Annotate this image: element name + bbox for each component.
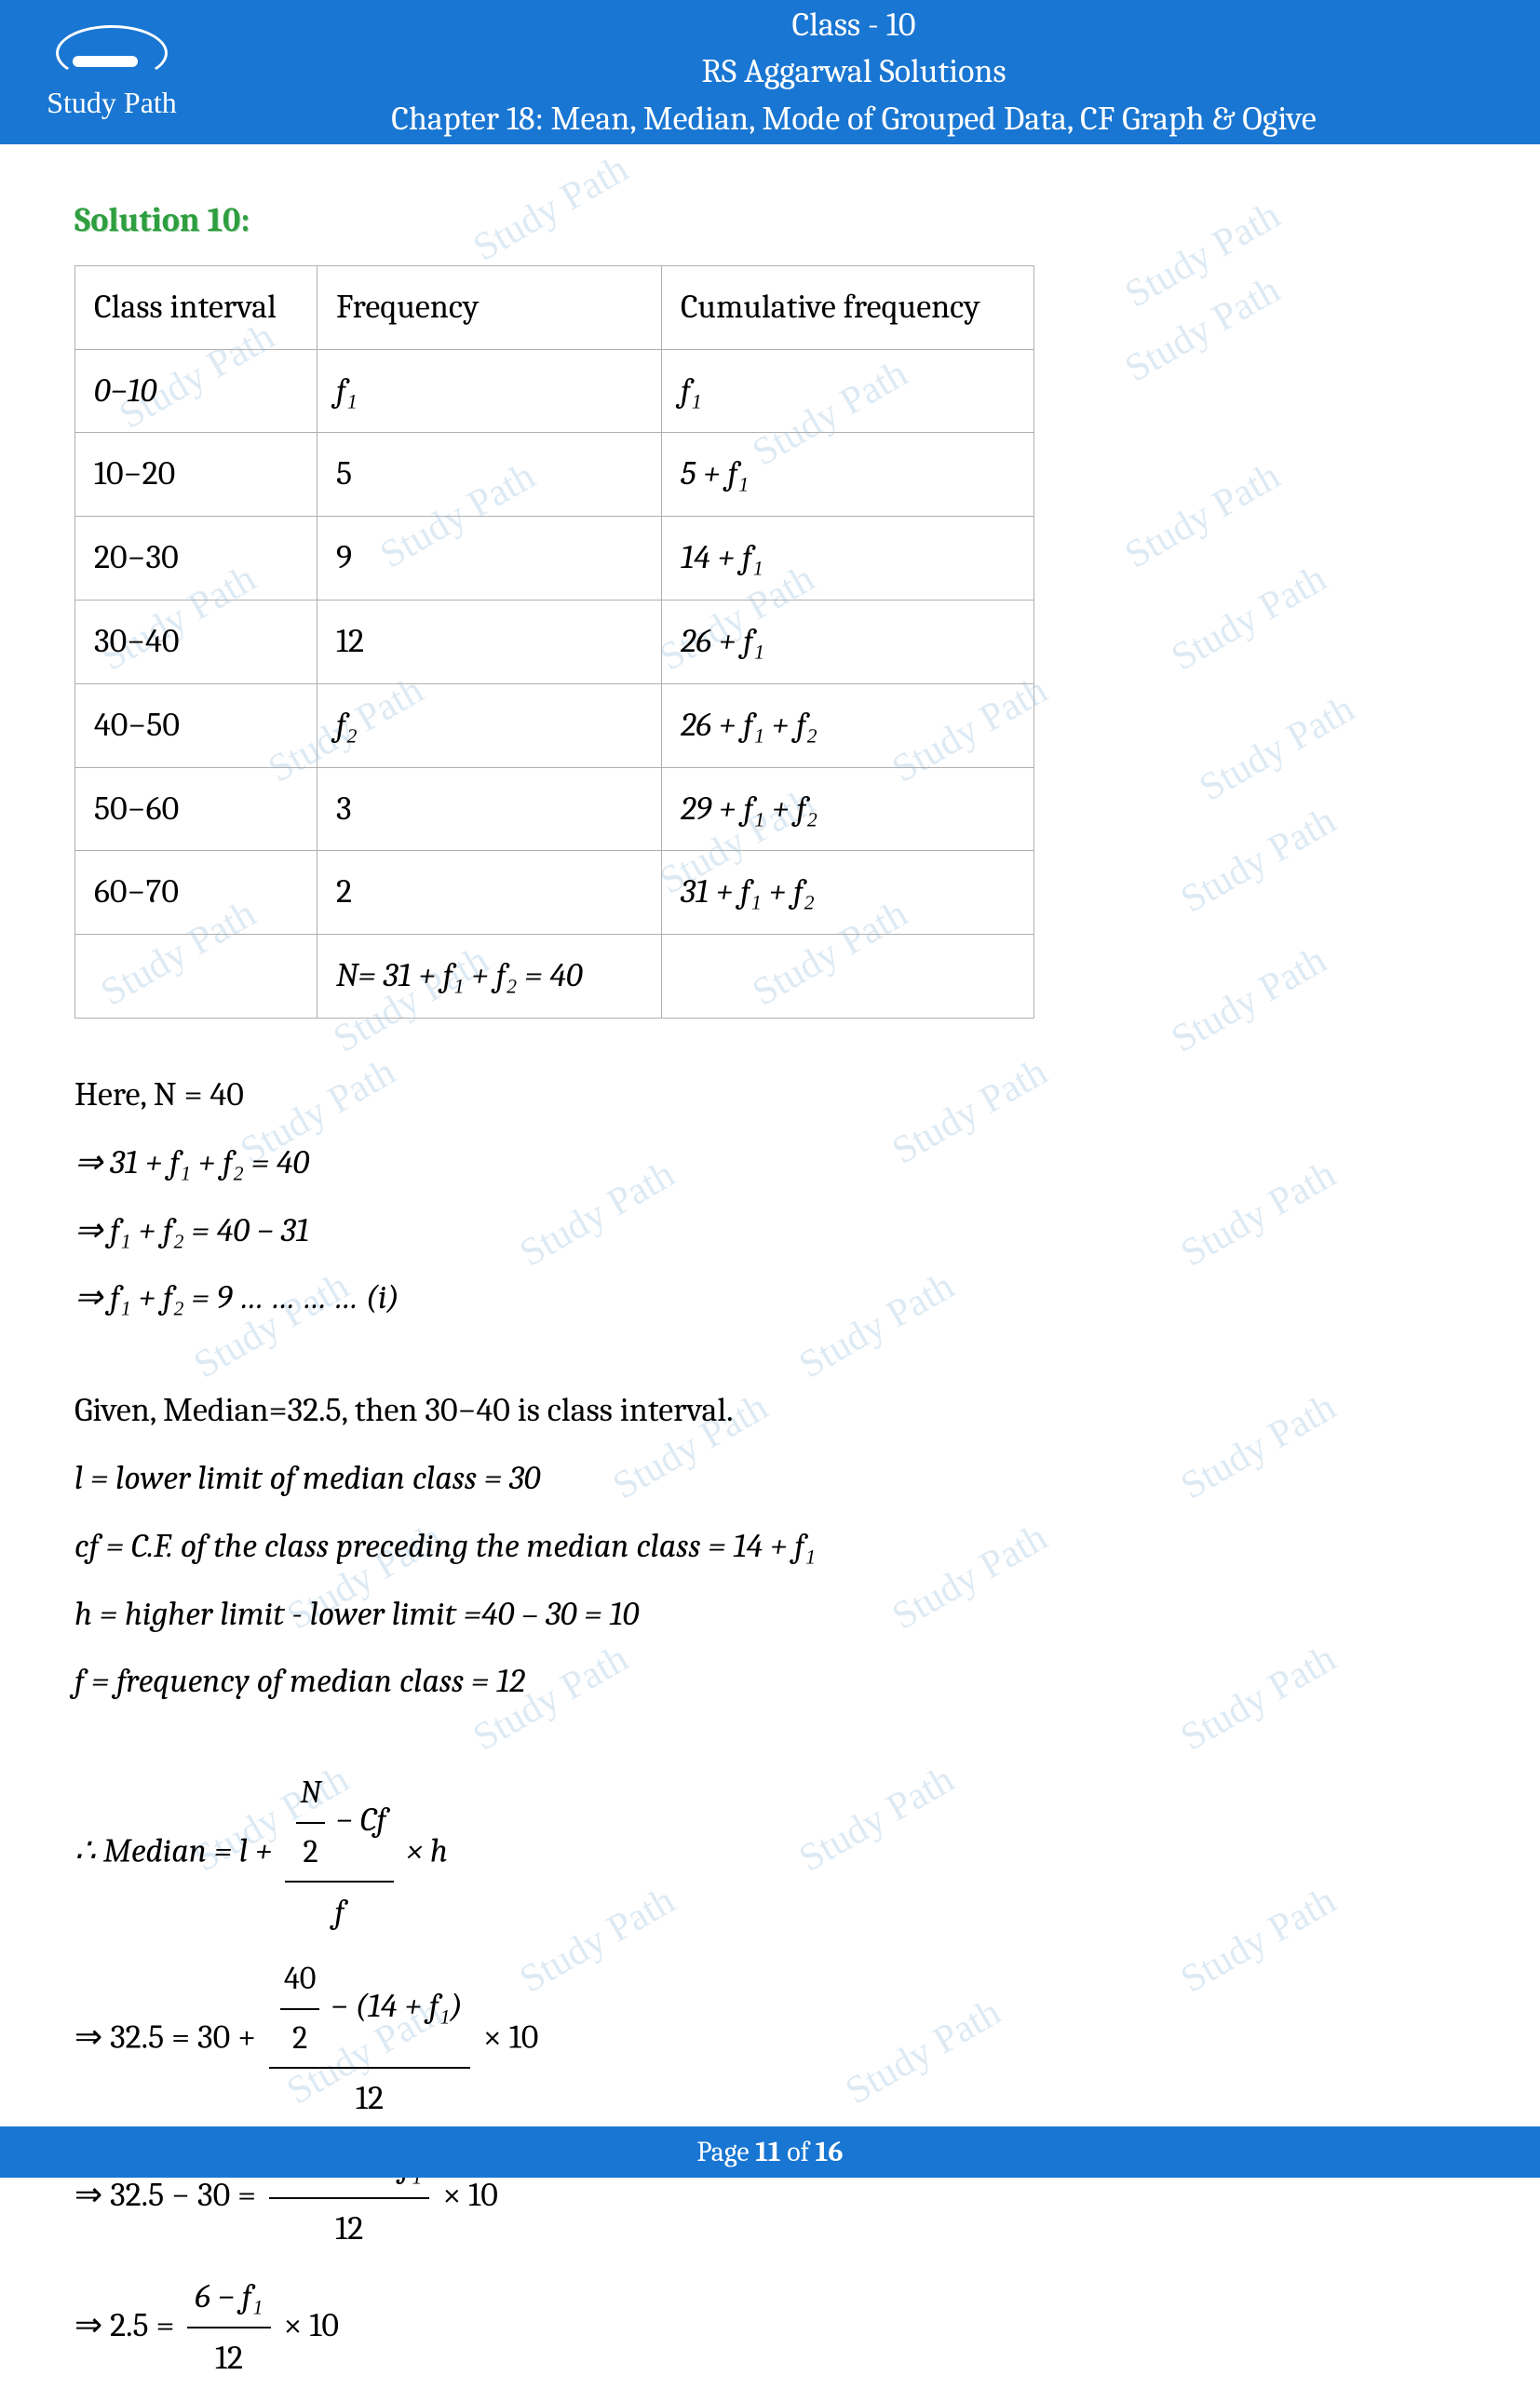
math-line: ⇒ f₁ + f₂ = 9 … … … … (i): [74, 1268, 1466, 1329]
header-text-block: Class - 10 RS Aggarwal Solutions Chapter…: [196, 2, 1512, 142]
logo-text: Study Path: [47, 86, 177, 120]
math-line: h = higher limit - lower limit =40 – 30 …: [74, 1585, 1466, 1645]
table-header-ci: Class interval: [75, 265, 317, 349]
logo-pen-icon: [73, 56, 138, 67]
page-number: 11: [755, 2136, 780, 2168]
math-line: f = frequency of median class = 12: [74, 1652, 1466, 1712]
table-row: 10−2055 + f₁: [75, 433, 1034, 517]
math-line: ⇒ 32.5 = 30 + 40 2 − (14 + f₁) 12 × 10: [74, 1950, 1466, 2129]
table-row: N= 31 + f₁ + f₂ = 40: [75, 935, 1034, 1019]
total-pages: 16: [816, 2136, 844, 2168]
header-line-2: RS Aggarwal Solutions: [196, 48, 1512, 95]
median-formula: ∴ Median = l + N 2 − Cf f × h: [74, 1764, 1466, 1943]
header-line-1: Class - 10: [196, 2, 1512, 48]
table-row: 30−401226 + f₁: [75, 600, 1034, 683]
logo: Study Path: [28, 17, 196, 128]
content-area: Solution 10: Class interval Frequency Cu…: [0, 144, 1540, 2389]
table-row: 50−60329 + f₁ + f₂: [75, 767, 1034, 851]
table-row: 40−50f₂26 + f₁ + f₂: [75, 683, 1034, 767]
table-row: 60−70231 + f₁ + f₂: [75, 851, 1034, 935]
page-header: Study Path Class - 10 RS Aggarwal Soluti…: [0, 0, 1540, 144]
footer-prefix: Page: [696, 2136, 755, 2168]
table-row: Class interval Frequency Cumulative freq…: [75, 265, 1034, 349]
table-row: 0−10f₁f₁: [75, 349, 1034, 433]
footer-middle: of: [781, 2136, 816, 2168]
math-line: Here, N = 40: [74, 1065, 1466, 1126]
logo-oval-icon: [56, 25, 168, 81]
table-header-freq: Frequency: [317, 265, 662, 349]
math-line: ⇒ 2.5 = 6 − f₁ 12 × 10: [74, 2267, 1466, 2389]
header-line-3: Chapter 18: Mean, Median, Mode of Groupe…: [196, 96, 1512, 142]
frequency-table: Class interval Frequency Cumulative freq…: [74, 265, 1034, 1019]
math-line: ⇒ f₁ + f₂ = 40 − 31: [74, 1201, 1466, 1262]
math-line: ⇒ 31 + f₁ + f₂ = 40: [74, 1133, 1466, 1194]
page-footer: Page 11 of 16: [0, 2126, 1540, 2178]
math-line: Given, Median=32.5, then 30−40 is class …: [74, 1381, 1466, 1441]
solution-title: Solution 10:: [74, 191, 1466, 251]
table-header-cf: Cumulative frequency: [662, 265, 1034, 349]
math-line: cf = C.F. of the class preceding the med…: [74, 1517, 1466, 1577]
table-row: 20−30914 + f₁: [75, 517, 1034, 601]
math-line: l = lower limit of median class = 30: [74, 1449, 1466, 1509]
